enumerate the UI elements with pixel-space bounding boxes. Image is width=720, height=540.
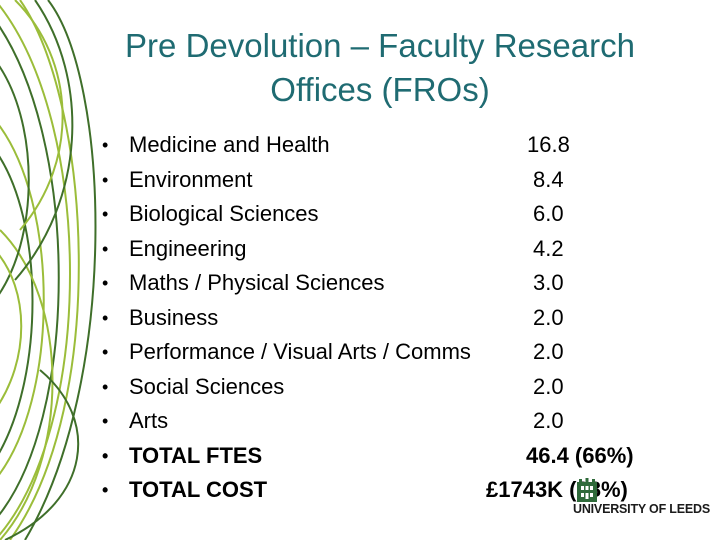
item-value: 2.0 [533, 304, 564, 330]
item-value: 3.0 [533, 270, 564, 295]
item-value: 2.0 [533, 408, 564, 433]
item-value: £1743K (68%) [486, 477, 628, 502]
list-item: • Arts 2.0 [102, 404, 662, 438]
item-label: Engineering [129, 235, 247, 261]
bullet: • [102, 204, 109, 224]
bullet: • [102, 376, 109, 397]
bullet: • [102, 169, 109, 190]
item-value: 2.0 [533, 373, 564, 399]
list-item: • Social Sciences 2.0 [102, 370, 662, 404]
item-value: 4.2 [533, 235, 564, 261]
list-item: • Engineering 4.2 [102, 232, 662, 266]
slide-title-line2: Offices (FROs) [270, 71, 490, 108]
item-label: Environment [129, 166, 253, 192]
item-value: 2.0 [533, 339, 564, 364]
bullet: • [102, 238, 109, 259]
slide-title: Pre Devolution – Faculty Research Office… [95, 24, 665, 112]
item-label: TOTAL FTES [129, 442, 263, 468]
item-value: 6.0 [533, 201, 564, 226]
curved-lines-decoration [0, 0, 97, 540]
item-label: Business [129, 304, 219, 330]
list-item: • Maths / Physical Sciences 3.0 [102, 266, 662, 300]
list-item: • Performance / Visual Arts / Comms 2.0 [102, 335, 662, 369]
bullet: • [102, 445, 109, 466]
item-label: Performance / Visual Arts / Comms [129, 339, 471, 364]
bullet: • [102, 411, 109, 431]
university-logo-text: UNIVERSITY OF LEEDS [573, 502, 710, 516]
bullet: • [102, 480, 109, 500]
list-item-total-cost: • TOTAL COST £1743K (68%) [102, 473, 662, 507]
item-value: 8.4 [533, 166, 564, 192]
slide-title-line1: Pre Devolution – Faculty Research [125, 27, 635, 64]
list-item: • Biological Sciences 6.0 [102, 197, 662, 231]
item-label: TOTAL COST [129, 477, 268, 502]
item-value: 46.4 (66%) [526, 442, 634, 468]
bullet: • [102, 273, 109, 293]
item-label: Social Sciences [129, 373, 285, 399]
bullet: • [102, 342, 109, 362]
list-item: • Environment 8.4 [102, 163, 662, 197]
item-label: Maths / Physical Sciences [129, 270, 385, 295]
list-item: • Medicine and Health 16.8 [102, 128, 662, 162]
item-label: Arts [129, 408, 169, 433]
list-item-total-ftes: • TOTAL FTES 46.4 (66%) [102, 439, 662, 473]
bullet: • [102, 307, 109, 328]
leeds-crest-icon [577, 478, 597, 502]
item-label: Medicine and Health [129, 132, 330, 157]
item-label: Biological Sciences [129, 201, 319, 226]
bullet: • [102, 135, 109, 155]
item-value: 16.8 [527, 132, 570, 157]
list-item: • Business 2.0 [102, 301, 662, 335]
